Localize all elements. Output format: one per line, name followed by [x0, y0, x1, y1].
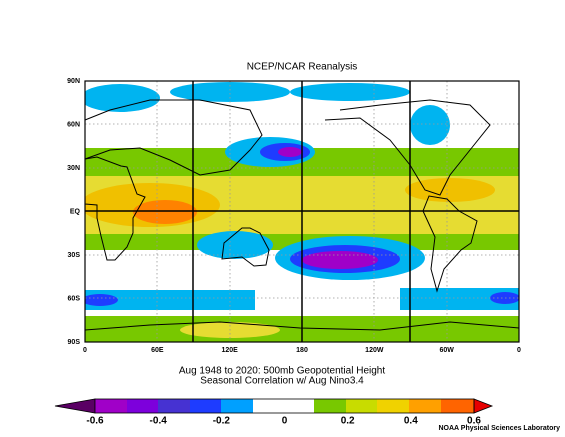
lat-labels: 90N 60N 30N EQ 30S 60S 90S: [67, 78, 80, 346]
lat-label: 30S: [68, 252, 81, 259]
colorbar-label: -0.4: [150, 416, 168, 427]
map-frame: [84, 80, 520, 343]
colorbar-label: 0.2: [341, 416, 355, 427]
lon-label: 180: [296, 347, 308, 354]
lon-label: 120E: [221, 347, 238, 354]
gridlines: [85, 81, 519, 342]
colorbar-labels: -0.6 -0.4 -0.2 0 0.2 0.4 0.6: [86, 416, 481, 427]
lon-label: 0: [517, 347, 521, 354]
lat-label: EQ: [70, 208, 81, 215]
colorbar-label: -0.6: [86, 416, 104, 427]
lon-label: 0: [83, 347, 87, 354]
lon-label: 60W: [439, 347, 454, 354]
lon-label: 60E: [151, 347, 164, 354]
caption-line: Aug 1948 to 2020: 500mb Geopotential Hei…: [179, 366, 385, 377]
colorbar: [54, 398, 494, 414]
caption-line: Seasonal Correlation w/ Aug Nino3.4: [200, 376, 364, 387]
coastlines: [84, 99, 520, 331]
lon-labels: 0 60E 120E 180 120W 60W 0: [83, 347, 521, 354]
footer: NOAA Physical Sciences Laboratory: [438, 425, 560, 432]
lat-label: 60S: [68, 295, 81, 302]
colorbar-label: 0.4: [404, 416, 418, 427]
lon-label: 120W: [365, 347, 384, 354]
lat-label: 90S: [68, 339, 81, 346]
lat-label: 60N: [67, 121, 80, 128]
lat-label: 90N: [67, 78, 80, 85]
colorbar-label: 0.6: [467, 416, 481, 427]
lat-label: 30N: [67, 165, 80, 172]
colorbar-label: -0.2: [213, 416, 231, 427]
colorbar-label: 0: [282, 416, 288, 427]
map-title: NCEP/NCAR Reanalysis: [247, 62, 358, 73]
